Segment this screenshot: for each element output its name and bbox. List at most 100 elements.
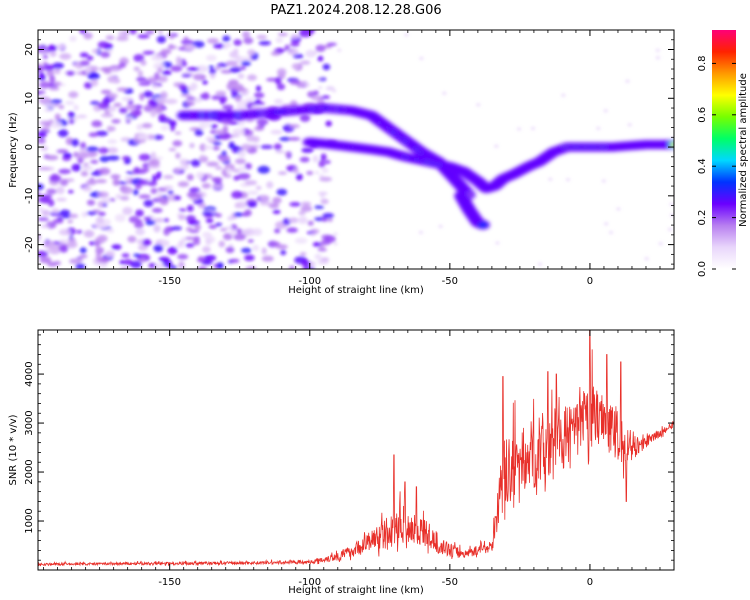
- noise-blob: [149, 158, 160, 167]
- noise-blob: [168, 120, 177, 127]
- noise-blob: [256, 34, 268, 40]
- noise-blob: [212, 146, 220, 151]
- noise-blob: [312, 242, 322, 247]
- noise-blob: [212, 141, 222, 146]
- noise-blob: [289, 265, 295, 269]
- noise-blob: [143, 216, 152, 221]
- noise-blob: [603, 109, 608, 113]
- noise-blob: [301, 147, 314, 153]
- noise-blob: [214, 213, 222, 218]
- noise-blob: [179, 208, 187, 212]
- noise-blob: [68, 213, 79, 219]
- noise-blob: [236, 102, 247, 111]
- noise-blob: [105, 250, 116, 258]
- noise-blob: [203, 145, 214, 150]
- noise-blob: [41, 209, 50, 217]
- noise-blob: [154, 262, 164, 269]
- noise-blob: [128, 216, 140, 223]
- spectrogram-frame: [37, 29, 675, 270]
- noise-blob: [116, 87, 128, 92]
- noise-blob: [108, 93, 118, 99]
- noise-blob: [298, 216, 308, 224]
- noise-blob: [299, 114, 311, 122]
- noise-blob: [275, 150, 285, 154]
- noise-blob: [124, 176, 131, 181]
- noise-blob: [158, 256, 170, 262]
- noise-blob: [38, 138, 46, 144]
- noise-blob: [158, 113, 166, 121]
- noise-blob: [178, 261, 185, 269]
- noise-blob: [67, 190, 74, 194]
- noise-blob: [314, 253, 322, 260]
- noise-blob: [315, 44, 326, 52]
- noise-blob: [90, 101, 100, 105]
- noise-blob: [256, 124, 264, 130]
- noise-blob: [118, 107, 128, 114]
- noise-blob: [220, 69, 233, 74]
- noise-blob: [40, 145, 49, 152]
- noise-blob: [44, 102, 57, 107]
- noise-blob: [418, 231, 423, 234]
- noise-blob: [38, 217, 49, 221]
- noise-blob: [627, 123, 632, 127]
- noise-blob: [252, 136, 260, 143]
- noise-blob: [253, 92, 265, 99]
- noise-blob: [318, 77, 323, 81]
- noise-blob: [305, 49, 316, 58]
- y-tick-label: 3000: [24, 410, 35, 435]
- noise-blob: [202, 211, 213, 216]
- x-tick-label: -100: [298, 276, 321, 287]
- noise-blob: [206, 161, 219, 167]
- noise-blob: [245, 97, 256, 101]
- noise-blob: [279, 136, 291, 142]
- noise-blob: [255, 85, 262, 92]
- noise-blob: [49, 87, 60, 91]
- noise-blob: [163, 218, 169, 223]
- noise-blob: [333, 232, 338, 236]
- noise-blob: [244, 180, 258, 186]
- noise-blob: [232, 128, 246, 136]
- noise-blob: [187, 219, 200, 226]
- noise-blob: [247, 239, 254, 243]
- noise-blob: [186, 96, 196, 101]
- colorbar-tick-label: 0.6: [697, 107, 708, 123]
- noise-blob: [38, 130, 47, 138]
- ridge-core: [670, 143, 674, 147]
- noise-blob: [231, 190, 243, 199]
- noise-blob: [276, 188, 288, 196]
- noise-blob: [531, 126, 535, 130]
- noise-blob: [138, 153, 151, 161]
- noise-blob: [184, 44, 196, 51]
- noise-blob: [180, 93, 193, 97]
- noise-blob: [86, 55, 94, 61]
- noise-blob: [321, 167, 329, 174]
- noise-blob: [88, 132, 99, 137]
- noise-blob: [208, 65, 215, 69]
- noise-blob: [154, 72, 160, 80]
- noise-blob: [136, 123, 143, 131]
- noise-blob: [205, 136, 216, 141]
- noise-blob: [202, 80, 208, 85]
- noise-blob: [143, 104, 154, 112]
- noise-blob: [56, 186, 65, 195]
- noise-blob: [311, 95, 325, 101]
- snr-x-label: Height of straight line (km): [288, 585, 424, 596]
- noise-blob: [151, 134, 164, 140]
- noise-blob: [137, 244, 148, 251]
- noise-blob: [225, 246, 235, 254]
- noise-blob: [284, 44, 290, 51]
- snr-x-ticks: -150 -100 -50 0: [43, 330, 675, 588]
- colorbar-tick-label: 0.4: [697, 158, 708, 174]
- noise-blob: [100, 89, 112, 95]
- noise-blob: [312, 155, 319, 163]
- noise-blob: [152, 85, 160, 89]
- noise-blob: [157, 30, 164, 34]
- noise-blob: [79, 254, 88, 259]
- noise-blob: [39, 81, 51, 89]
- noise-blob: [287, 48, 299, 56]
- noise-blob: [285, 151, 290, 157]
- noise-blob: [187, 67, 200, 71]
- noise-blob: [156, 35, 167, 44]
- noise-blob: [215, 166, 223, 170]
